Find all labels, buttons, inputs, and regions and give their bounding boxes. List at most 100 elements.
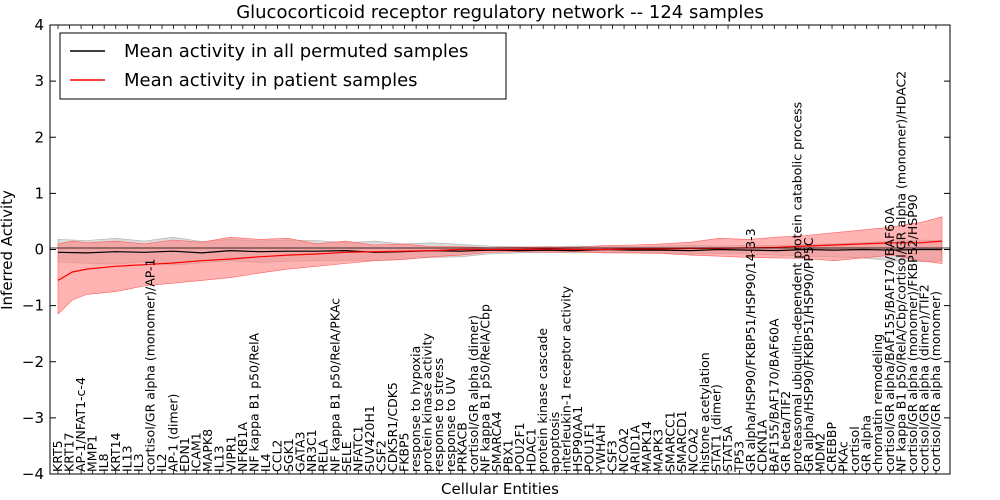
entity-label: response to UV [443,377,458,472]
y-tick-label: −2 [22,353,44,371]
entity-label: EDN1 [177,437,192,472]
entity-label: response to stress [431,358,446,472]
entity-label: cortisol [847,426,862,472]
y-tick-label: −4 [22,465,44,483]
entity-label: KRT14 [108,432,123,472]
entity-label: CSF2 [374,440,389,472]
uncertainty-bands [57,216,943,315]
entity-label: CDK5R1/CDK5 [385,382,400,472]
legend-label-patient: Mean activity in patient samples [124,70,418,91]
entity-label: YWHAH [593,425,608,473]
entity-label: NFKB1A [235,422,250,472]
entity-label: GR alpha/HSP90/FKBP51/HSP90/14-3-3 [743,228,758,472]
entity-label: IL2 [154,453,169,472]
entity-label: cortisol/GR alpha (dimer)/TIF2 [916,284,931,472]
entity-label: NF kappa B1 p50/RelA/Cbp [477,304,492,472]
entity-label: IL3 [131,453,146,472]
y-tick-label: −3 [22,409,44,427]
entity-label: BAF155/BAF170/BAF60A [766,318,781,472]
entity-label: interleukin-1 receptor activity [558,285,573,472]
entity-label: response to hypoxia [408,346,423,472]
entity-label: apoptosis [547,412,562,472]
entity-label: AP-1/NFAT1-c-4 [73,377,88,472]
entity-label: IL13 [119,445,134,472]
entity-label: cortisol/GR alpha (monomer)/FKBP52/HSP90 [905,194,920,472]
x-axis-label: Cellular Entities [441,480,559,498]
y-tick-label: 0 [34,241,44,259]
entity-label: TP53 [732,441,747,473]
entity-label: CCL2 [270,440,285,472]
entity-label: cortisol/GR alpha (monomer)/AP-1 [142,259,157,473]
entity-label: HSP90AA1 [570,406,585,472]
entity-label: NF kappa B1 p50/RelA/PKAc [327,298,342,472]
y-axis: −4 −3 −2 −1 0 1 2 3 4 [22,16,950,483]
entity-label: ARID1A [628,424,643,472]
entity-label: VIPR1 [223,436,238,472]
entity-label: CREBBP [824,422,839,472]
entity-label: chromatin remodeling [870,334,885,472]
y-tick-label: 4 [34,16,44,34]
entity-label: FKBP5 [397,433,412,472]
series-line-patient [57,240,943,281]
legend-label-permuted: Mean activity in all permuted samples [124,41,468,62]
entity-label: POU1F1 [581,422,596,472]
entity-label: GR alpha [859,415,874,472]
entity-label: GATA3 [293,432,308,472]
entity-label: NFATC1 [350,425,365,472]
entity-label: MAPK14 [639,421,654,472]
entity-label: STAT5A [720,425,735,472]
entity-label: SMARCA4 [489,411,504,472]
entity-label: POU2F1 [512,422,527,472]
entity-label: SELE [339,441,354,472]
y-tick-label: 1 [34,184,44,202]
entity-label: NR3C1 [304,429,319,472]
entity-label: cortisol/GR alpha/BAF155/BAF170/BAF60A [882,207,897,472]
x-axis [57,25,937,474]
entity-label: PBX1 [501,439,516,472]
entity-label: SUV420H1 [362,405,377,472]
entity-label: CSF3 [605,440,620,472]
y-tick-label: 3 [34,72,44,90]
entity-label: SMARCD1 [674,410,689,472]
entity-label: cortisol/GR alpha (dimer) [466,315,481,472]
entity-label: PKAc [836,441,851,472]
entity-label: MMP1 [85,435,100,472]
legend: Mean activity in all permuted samples Me… [59,32,507,100]
entity-label: NCOA2 [685,428,700,472]
entity-label: KRT17 [62,432,77,472]
entity-label: KRT5 [50,440,65,472]
legend-box [59,32,507,100]
entity-tick-labels: KRT5KRT17AP-1/NFAT1-c-4MMP1IL8KRT14IL13I… [50,71,943,473]
entity-label: cortisol/GR alpha (monomer) [928,291,943,472]
entity-label: MDM2 [813,433,828,472]
entity-label: protein kinase activity [420,332,435,472]
entity-label: IL4 [258,453,273,472]
entity-label: histone acetylation [697,352,712,472]
entity-label: proteasomal ubiquitin-dependent protein … [789,102,804,472]
entity-label: PRKACB [454,422,469,472]
y-tick-label: 2 [34,128,44,146]
series-lines [57,240,943,281]
entity-label: MAPK8 [200,429,215,472]
entity-label: SGK1 [281,438,296,472]
entity-label: CDKN1A [755,419,770,472]
y-axis-label: Inferred Activity [0,190,16,310]
entity-label: GR beta/TIF2 [778,391,793,472]
entity-label: ICAM1 [189,432,204,472]
entity-label: SMARCC1 [662,411,677,472]
band-patient [57,216,943,315]
entity-label: AP-1 (dimer) [166,394,181,472]
entity-label: protein kinase cascade [535,328,550,472]
entity-label: RELA [316,439,331,472]
series-line-permuted [57,248,942,254]
entity-label: HDAC1 [524,428,539,472]
entity-label: GR alpha/HSP90/FKBP51/HSP90/PP5C [801,237,816,472]
entity-label: STAT1 (dimer) [709,384,724,472]
entity-label: IL8 [96,453,111,472]
entity-label: NCOA2 [616,428,631,472]
entity-label: NF kappa B1 p50/RelA/Cbp/cortisol/GR alp… [893,71,908,472]
y-tick-label: −1 [22,297,44,315]
chart-title: Glucocorticoid receptor regulatory netwo… [236,2,764,23]
entity-label: NF kappa B1 p50/RelA [246,332,261,472]
